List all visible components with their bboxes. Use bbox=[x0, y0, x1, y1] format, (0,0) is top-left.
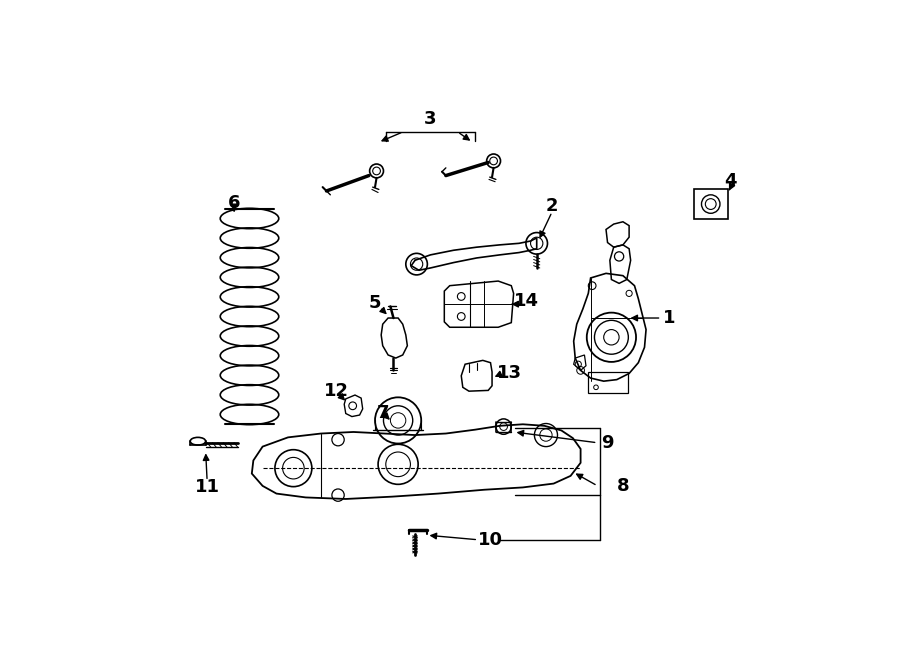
Text: 2: 2 bbox=[546, 198, 558, 215]
Text: 3: 3 bbox=[424, 110, 436, 128]
Text: 11: 11 bbox=[194, 479, 220, 496]
Text: 12: 12 bbox=[324, 382, 349, 400]
Text: 6: 6 bbox=[228, 194, 240, 212]
Text: 7: 7 bbox=[376, 404, 389, 422]
Text: 10: 10 bbox=[478, 531, 503, 549]
Text: 9: 9 bbox=[601, 434, 614, 451]
Text: 14: 14 bbox=[514, 292, 539, 310]
Text: 1: 1 bbox=[663, 309, 675, 327]
Text: 5: 5 bbox=[369, 293, 382, 311]
Text: 13: 13 bbox=[497, 364, 521, 383]
Text: 8: 8 bbox=[616, 477, 629, 495]
Text: 4: 4 bbox=[724, 172, 737, 190]
